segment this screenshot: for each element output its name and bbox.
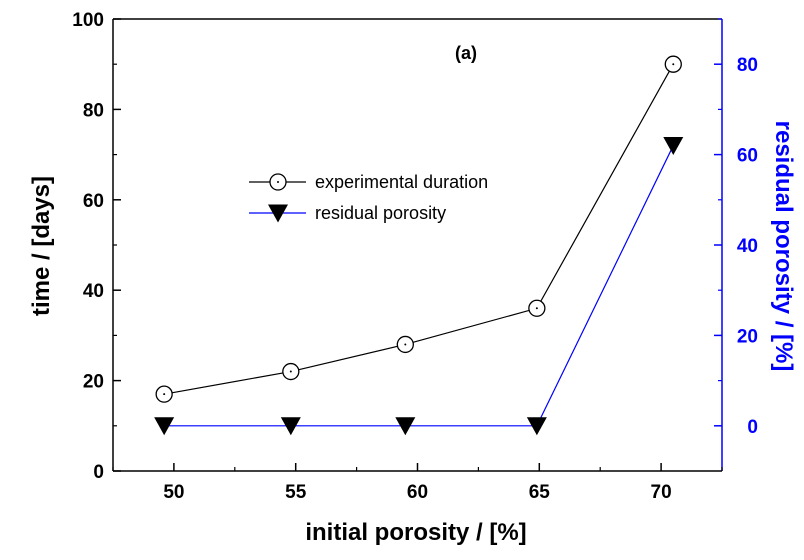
series-line-1 [164, 63, 674, 395]
y-right-tick-label: 20 [737, 326, 758, 347]
data-point-triangle [395, 417, 416, 436]
x-tick-label: 50 [163, 482, 184, 503]
data-point-triangle [280, 417, 301, 436]
data-point-circle-dot [672, 63, 675, 66]
y-right-tick-label: 40 [737, 236, 758, 257]
legend-label-2: residual porosity [315, 203, 446, 223]
y-left-tick-label: 100 [72, 10, 104, 31]
y-left-tick-label: 40 [83, 281, 104, 302]
y-right-tick-label: 60 [737, 146, 758, 167]
data-point-circle-dot [535, 307, 538, 310]
data-point-triangle [663, 137, 684, 156]
data-point-circle-dot [404, 343, 407, 346]
data-point-triangle [154, 417, 175, 436]
legend-triangle-marker [268, 204, 288, 223]
y-left-tick-label: 0 [93, 462, 104, 483]
x-axis-title: initial porosity / [%] [305, 519, 526, 546]
legend-label-1: experimental duration [315, 172, 488, 192]
y-axis-right-title: residual porosity / [%] [770, 121, 797, 372]
x-tick-label: 60 [407, 482, 428, 503]
x-tick-label: 70 [651, 482, 672, 503]
ticks: 50 55 60 65 70 0 20 40 60 80 100 0 20 40 60 80 [72, 10, 758, 503]
series [154, 55, 684, 436]
x-tick-label: 55 [285, 482, 307, 503]
y-axis-left-title: time / [days] [28, 176, 55, 316]
y-left-tick-label: 60 [83, 191, 104, 212]
data-point-circle-dot [163, 393, 166, 396]
axes [112, 18, 723, 472]
legend: experimental duration residual porosity [249, 172, 488, 223]
data-point-circle-dot [289, 370, 292, 373]
x-tick-label: 65 [529, 482, 551, 503]
y-left-tick-label: 20 [83, 372, 104, 393]
y-right-tick-label: 80 [737, 55, 758, 76]
data-point-triangle [526, 417, 547, 436]
y-right-tick-label: 0 [747, 417, 758, 438]
annotation-label: (a) [455, 43, 477, 63]
legend-circle-marker-dot [277, 181, 279, 183]
y-left-tick-label: 80 [83, 100, 104, 121]
